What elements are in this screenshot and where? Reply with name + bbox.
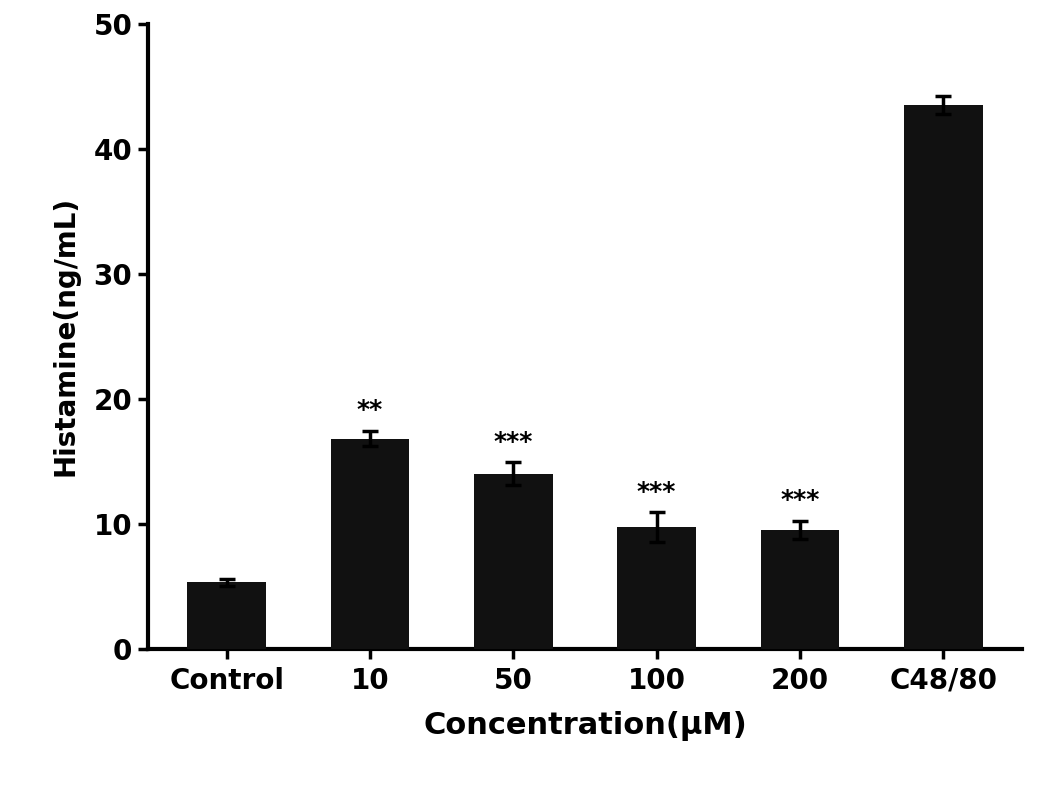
Text: ***: *** [493, 430, 533, 454]
X-axis label: Concentration(μM): Concentration(μM) [423, 711, 747, 741]
Text: ***: *** [637, 479, 677, 504]
Bar [618, 528, 696, 649]
Text: **: ** [357, 399, 384, 422]
Bar [188, 582, 267, 649]
Text: ***: *** [780, 488, 820, 513]
Y-axis label: Histamine(ng/mL): Histamine(ng/mL) [52, 196, 79, 476]
Bar [474, 474, 552, 649]
Bar [903, 105, 982, 649]
Bar [761, 530, 839, 649]
Bar [331, 439, 409, 649]
